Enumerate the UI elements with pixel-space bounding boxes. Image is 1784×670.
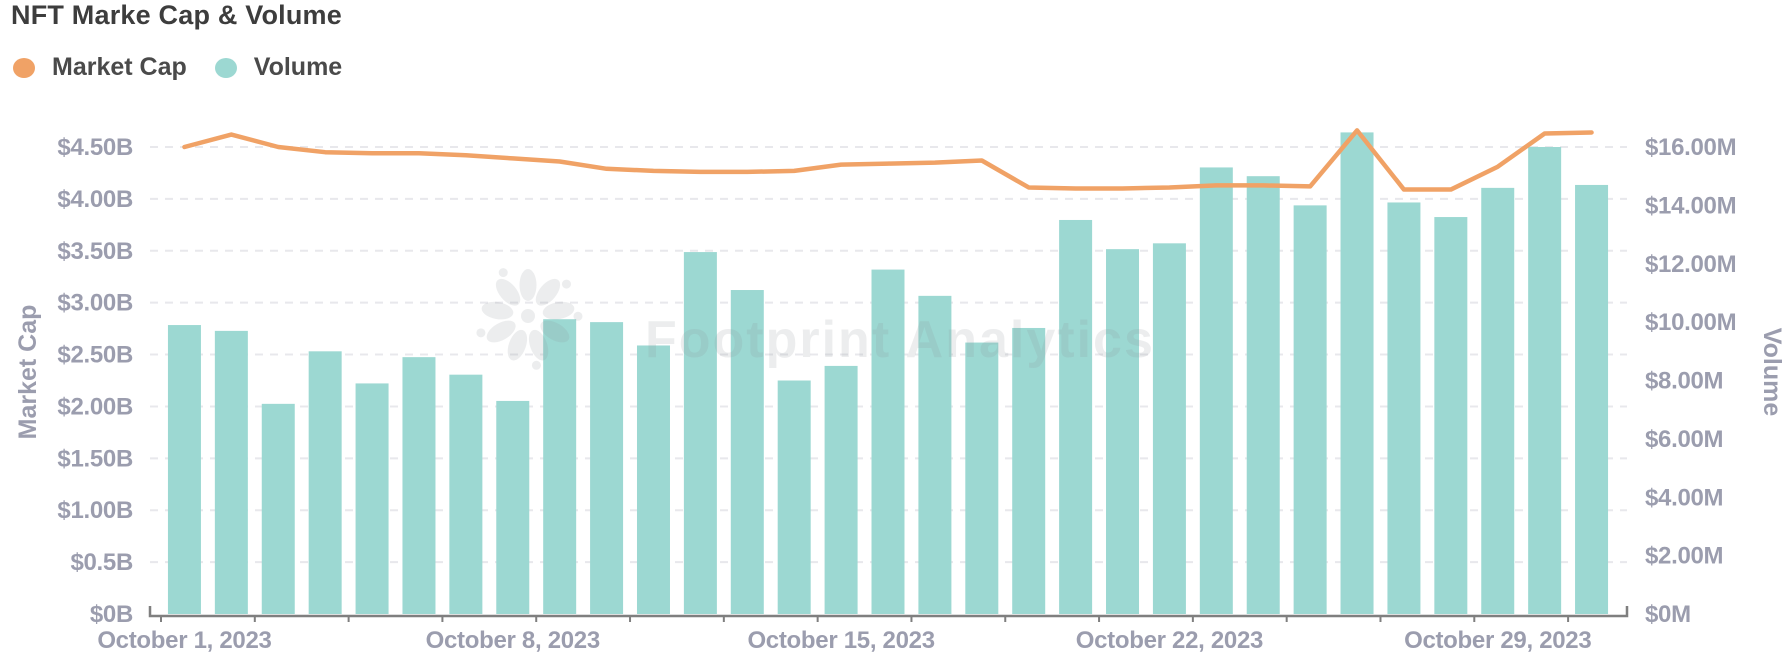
volume-bar[interactable] bbox=[1199, 167, 1233, 614]
x-axis-tick-label: October 29, 2023 bbox=[1404, 627, 1591, 654]
volume-legend-dot-icon bbox=[214, 57, 237, 78]
volume-bar[interactable] bbox=[1387, 202, 1421, 615]
right-axis-title: Volume bbox=[1758, 328, 1784, 417]
left-axis-tick-label: $3.00B bbox=[57, 290, 133, 317]
volume-bar[interactable] bbox=[871, 269, 905, 614]
volume-bar[interactable] bbox=[449, 374, 483, 614]
left-axis-title: Market Cap bbox=[14, 305, 42, 440]
left-axis-tick-label: $1.00B bbox=[57, 497, 133, 524]
legend-item-volume[interactable]: Volume bbox=[214, 53, 343, 82]
watermark-logo-icon bbox=[476, 268, 583, 370]
right-axis-tick-label: $10.00M bbox=[1645, 309, 1736, 336]
volume-bar[interactable] bbox=[1246, 176, 1280, 614]
x-axis-tick-label: October 15, 2023 bbox=[747, 627, 934, 654]
x-axis-line bbox=[148, 606, 1629, 618]
volume-bar[interactable] bbox=[1575, 184, 1609, 614]
market-cap-legend-dot-icon bbox=[13, 57, 35, 78]
x-axis-tick-label: October 8, 2023 bbox=[426, 627, 600, 654]
left-axis-tick-label: $4.00B bbox=[57, 186, 133, 213]
volume-bar[interactable] bbox=[590, 322, 624, 614]
volume-bar[interactable] bbox=[824, 365, 858, 614]
volume-bar[interactable] bbox=[355, 383, 389, 614]
volume-bar[interactable] bbox=[730, 290, 764, 614]
right-axis-tick-label: $4.00M bbox=[1645, 484, 1723, 511]
volume-bar[interactable] bbox=[683, 252, 717, 614]
right-axis-tick-label: $8.00M bbox=[1645, 368, 1723, 395]
volume-bar[interactable] bbox=[1481, 187, 1515, 615]
market-cap-line[interactable] bbox=[182, 128, 1594, 192]
right-axis-tick-label: $0M bbox=[1645, 601, 1691, 628]
left-axis-tick-label: $2.50B bbox=[57, 342, 133, 369]
volume-bar[interactable] bbox=[965, 342, 999, 614]
volume-bar[interactable] bbox=[214, 330, 248, 614]
volume-legend-label: Volume bbox=[253, 53, 343, 81]
volume-bar[interactable] bbox=[402, 357, 436, 614]
watermark-text: Footprint Analytics bbox=[645, 311, 1155, 369]
legend-item-market-cap[interactable]: Market Cap bbox=[13, 53, 187, 82]
volume-bar[interactable] bbox=[777, 380, 811, 615]
left-axis-tick-label: $2.00B bbox=[57, 393, 133, 420]
volume-bar[interactable] bbox=[1106, 249, 1140, 614]
left-axis-tick-label: $1.50B bbox=[57, 445, 133, 472]
volume-bar[interactable] bbox=[543, 319, 577, 614]
volume-bar[interactable] bbox=[1340, 132, 1374, 614]
chart-legend: Market Cap Volume bbox=[13, 53, 342, 82]
volume-bar[interactable] bbox=[1152, 243, 1186, 614]
volume-bar[interactable] bbox=[1059, 219, 1093, 614]
watermark: Footprint Analytics bbox=[476, 268, 1155, 370]
volume-bar[interactable] bbox=[1012, 327, 1046, 614]
volume-bar[interactable] bbox=[167, 325, 201, 614]
volume-bar[interactable] bbox=[496, 400, 530, 614]
right-axis-tick-label: $14.00M bbox=[1645, 192, 1736, 219]
volume-bar[interactable] bbox=[918, 295, 952, 614]
volume-bar[interactable] bbox=[261, 403, 295, 614]
x-axis-tick-label: October 1, 2023 bbox=[97, 627, 271, 654]
chart-title: NFT Marke Cap & Volume bbox=[11, 0, 342, 30]
volume-bar[interactable] bbox=[636, 345, 670, 614]
left-axis-tick-label: $4.50B bbox=[57, 134, 133, 161]
right-axis-tick-label: $12.00M bbox=[1645, 251, 1736, 278]
right-axis-tick-label: $16.00M bbox=[1645, 134, 1736, 161]
market-cap-legend-label: Market Cap bbox=[52, 53, 187, 81]
x-axis-tick-label: October 22, 2023 bbox=[1076, 627, 1263, 654]
volume-bar[interactable] bbox=[1528, 147, 1562, 614]
volume-bar[interactable] bbox=[1293, 205, 1327, 614]
right-axis-tick-label: $2.00M bbox=[1645, 543, 1723, 570]
volume-bar[interactable] bbox=[308, 351, 342, 614]
right-axis-tick-label: $6.00M bbox=[1645, 426, 1723, 453]
left-axis-tick-label: $0B bbox=[90, 601, 133, 628]
left-axis-tick-label: $3.50B bbox=[57, 238, 133, 265]
volume-bar[interactable] bbox=[1434, 217, 1468, 615]
left-axis-tick-label: $0.5B bbox=[70, 549, 133, 576]
